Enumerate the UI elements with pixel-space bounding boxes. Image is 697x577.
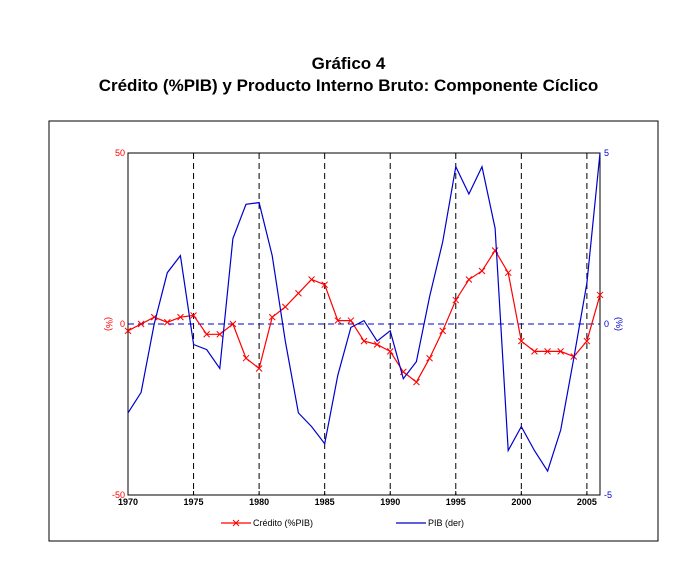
- credito-point-marker: [137, 320, 145, 328]
- credito-point-marker: [557, 348, 565, 355]
- credito-point-marker: [334, 317, 342, 324]
- credito-point-marker: [216, 330, 224, 338]
- credito-point-marker: [504, 269, 512, 277]
- x-tick-label: 1990: [380, 497, 400, 507]
- credito-point-marker: [360, 337, 368, 345]
- credito-point-marker: [517, 337, 525, 345]
- credito-point-marker: [478, 267, 486, 275]
- x-tick-label: 1995: [446, 497, 466, 507]
- x-tick-label: 1985: [315, 497, 335, 507]
- credito-point-marker: [190, 312, 197, 319]
- credito-point-marker: [413, 378, 420, 386]
- x-tick-label: 1970: [118, 497, 138, 507]
- credito-point-marker: [373, 341, 381, 348]
- credito-point-marker: [203, 330, 211, 338]
- credito-point-marker: [452, 296, 460, 304]
- credito-point-marker: [491, 247, 499, 254]
- credito-point-marker: [321, 281, 329, 289]
- right-tick-label: -5: [604, 490, 612, 500]
- credito-series-line: [127, 249, 601, 384]
- credito-point-marker: [295, 289, 302, 297]
- credito-point-marker: [347, 317, 355, 324]
- left-axis-label: (%): [104, 317, 114, 331]
- credito-point-marker: [281, 303, 289, 311]
- credito-point-marker: [465, 276, 473, 283]
- legend-pib-label: PIB (der): [428, 518, 464, 528]
- x-tick-label: 1980: [249, 497, 269, 507]
- right-tick-label: 5: [604, 148, 609, 158]
- pib-series-line: [127, 152, 601, 473]
- credito-point-marker: [583, 337, 591, 345]
- credito-point-marker: [163, 318, 171, 326]
- grid-lines: [128, 153, 600, 495]
- chart-subtitle: Crédito (%PIB) y Producto Interno Bruto:…: [98, 76, 599, 95]
- plot-area: [127, 152, 601, 496]
- credito-point-marker: [177, 313, 184, 321]
- legend-credito-label: Crédito (%PIB): [253, 518, 313, 528]
- left-tick-label: -50: [112, 490, 125, 500]
- legend: Crédito (%PIB) PIB (der): [221, 518, 464, 528]
- x-tick-label: 2005: [577, 497, 597, 507]
- right-tick-label: 0: [604, 319, 609, 329]
- credito-point-marker: [426, 354, 433, 362]
- series-layer: [124, 152, 604, 473]
- legend-credito-marker: [232, 519, 240, 527]
- x-tick-label: 2000: [511, 497, 531, 507]
- x-tick-label: 1975: [184, 497, 204, 507]
- credito-point-marker: [386, 348, 394, 355]
- right-axis-label: (%): [614, 317, 624, 331]
- chart-title: Gráfico 4: [311, 54, 386, 73]
- credito-point-marker: [124, 327, 132, 335]
- credito-point-marker: [531, 348, 538, 355]
- left-tick-label: 50: [115, 148, 125, 158]
- credito-point-marker: [596, 291, 604, 299]
- left-tick-label: 0: [120, 319, 125, 329]
- axes: 1970 1975 1980 1985 1990 1995 2000 2005500-5050…: [104, 148, 624, 507]
- credito-point-marker: [242, 354, 250, 362]
- credito-point-marker: [268, 313, 276, 321]
- credito-point-marker: [229, 320, 237, 328]
- credito-point-marker: [544, 348, 551, 355]
- credito-point-marker: [439, 327, 447, 335]
- chart-frame: [48, 120, 659, 542]
- credito-point-marker: [255, 365, 263, 372]
- credito-point-marker: [308, 276, 315, 283]
